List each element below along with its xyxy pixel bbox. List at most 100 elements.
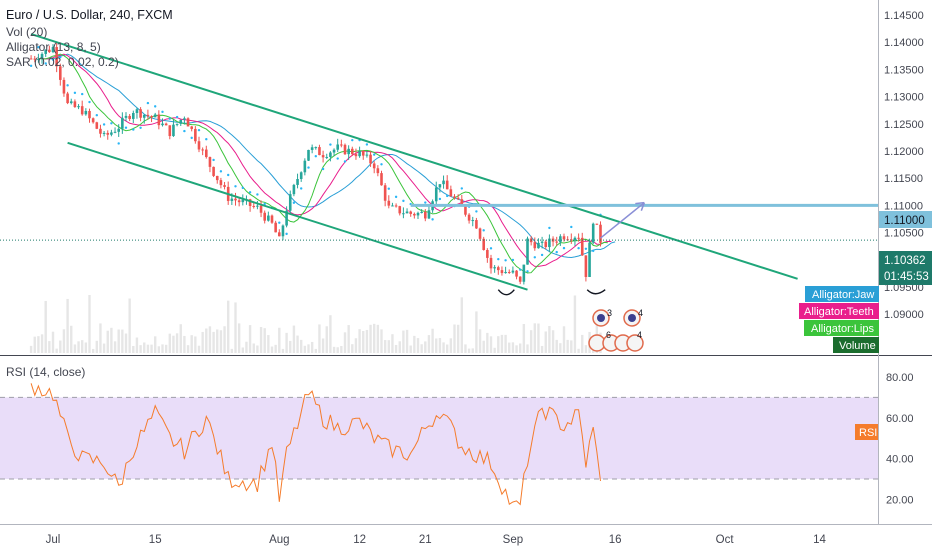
candle-body (270, 215, 274, 223)
sar-dot (256, 193, 259, 196)
volume-bar (467, 348, 471, 353)
candle-body (540, 241, 544, 243)
volume-bar (460, 297, 463, 353)
sar-dot (212, 158, 215, 162)
study-alligator[interactable]: Alligator (13, 8, 5) (6, 40, 101, 54)
event-badge-flag-icon[interactable]: 3 (592, 308, 612, 327)
volume-bar (88, 295, 91, 353)
symbol-title: Euro / U.S. Dollar, 240, FXCM (6, 8, 173, 22)
sar-dot (497, 257, 500, 261)
candle-body (310, 147, 314, 150)
candle-body (595, 223, 599, 225)
candle-body (37, 59, 40, 61)
candle-body (106, 132, 110, 135)
volume-bars (29, 295, 602, 353)
event-badges[interactable]: 3 4 6 4 (588, 308, 644, 352)
candle-body (559, 236, 562, 243)
event-badge-flag-icon[interactable]: 4 (614, 330, 644, 352)
volume-bar (245, 341, 248, 353)
sar-dot (300, 187, 303, 190)
sar-dot (475, 210, 478, 213)
volume-bar (296, 335, 299, 353)
sar-dot (548, 226, 551, 230)
volume-bar (551, 330, 555, 353)
candle-body (299, 172, 303, 180)
candle-body (522, 264, 526, 282)
projection-arrow-line[interactable] (600, 202, 645, 239)
candle-body (88, 110, 91, 119)
candle-body (84, 110, 88, 115)
volume-bar (81, 340, 84, 353)
volume-bar (438, 338, 442, 353)
candle-body (383, 185, 387, 201)
sar-dot (351, 138, 354, 142)
candle-body (325, 156, 329, 158)
volume-bar (555, 339, 558, 353)
candle-body (62, 79, 66, 94)
event-badge-count: 4 (637, 330, 642, 340)
volume-bar (113, 341, 117, 353)
sar-dot (81, 92, 84, 96)
descending-channel-lower-line[interactable] (67, 141, 528, 291)
sar-dot (205, 138, 208, 141)
volume-bar (37, 336, 40, 353)
volume-bar (175, 333, 179, 353)
candle-body (95, 122, 99, 129)
sar-dot (387, 187, 390, 190)
volume-bar (566, 339, 569, 353)
candle-body (168, 125, 172, 137)
volume-bar (29, 345, 33, 353)
candle-body (73, 101, 77, 108)
drawing-arc[interactable] (497, 289, 515, 296)
study-vol[interactable]: Vol (20) (6, 25, 47, 39)
volume-bar (154, 336, 157, 353)
sar-dot (44, 62, 47, 65)
volume-bar (318, 324, 321, 353)
volume-bar (471, 348, 474, 353)
descending-channel-upper-line[interactable] (30, 33, 798, 280)
volume-bar (310, 341, 314, 353)
candle-body (102, 132, 106, 134)
candle-body (478, 228, 482, 239)
legend-tag-jaw-label: Alligator:Jaw (812, 289, 874, 301)
candle-body (321, 155, 325, 158)
candle-body (518, 276, 522, 282)
volume-bar (150, 344, 153, 353)
volume-bar (573, 295, 577, 353)
candle-body (241, 199, 245, 203)
time-tick-label: 15 (149, 534, 162, 546)
volume-bar (508, 342, 511, 353)
volume-bar (336, 347, 339, 353)
drawing-arc[interactable] (586, 289, 606, 295)
candle-body (343, 144, 347, 155)
sar-dot (197, 128, 201, 132)
sar-dot (460, 187, 463, 190)
study-sar[interactable]: SAR (0.02, 0.02, 0.2) (6, 55, 119, 69)
volume-bar (164, 344, 168, 353)
candle-body (135, 109, 139, 113)
candle-body (332, 149, 336, 153)
event-badge-flag-icon[interactable]: 4 (623, 308, 643, 327)
candle-body (507, 271, 511, 273)
sar-dot (73, 91, 77, 95)
candle-body (132, 112, 135, 119)
sar-dot (329, 143, 332, 146)
candle-body (110, 132, 113, 135)
price-tick-label: 1.09000 (884, 309, 924, 321)
candle-body (183, 118, 186, 120)
volume-bar (409, 345, 412, 353)
candle-body (208, 157, 212, 167)
rsi-value-tag: RSI (855, 424, 878, 440)
sar-dot (51, 58, 55, 61)
candle-body (80, 106, 84, 115)
time-tick-label: Jul (46, 534, 61, 546)
event-badge-count: 4 (638, 308, 643, 318)
volume-bar (486, 332, 489, 353)
candle-body (201, 149, 204, 151)
countdown-label: 01:45:53 (884, 271, 929, 283)
volume-bar (431, 328, 434, 353)
sar-dot (88, 100, 91, 104)
volume-bar (110, 327, 113, 353)
candle-body (329, 152, 332, 157)
rsi-title[interactable]: RSI (14, close) (6, 365, 85, 379)
